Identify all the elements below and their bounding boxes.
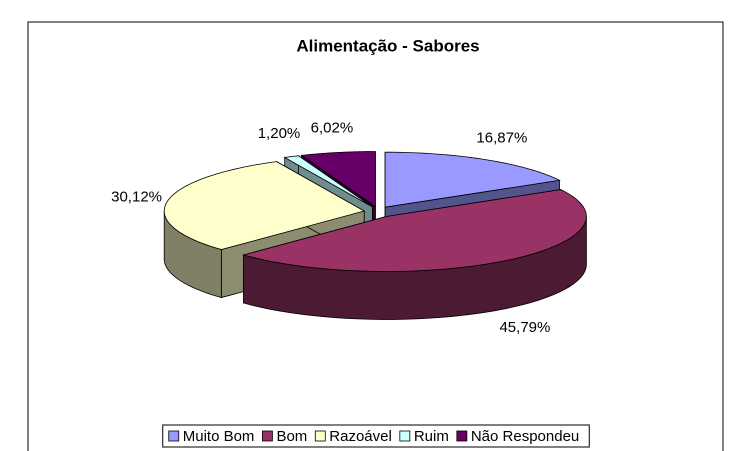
pie-slice xyxy=(300,151,376,208)
legend-label: Razoável xyxy=(329,428,392,445)
pie-slice xyxy=(163,161,366,250)
legend-label: Não Respondeu xyxy=(471,428,579,445)
pie-slice xyxy=(384,151,561,208)
pie-slice xyxy=(283,155,373,208)
data-label: 16,87% xyxy=(476,130,527,147)
data-label: 6,02% xyxy=(311,119,354,136)
legend: Muito Bom Bom Razoável Ruim Não Respondeu xyxy=(162,424,590,448)
legend-swatch xyxy=(314,430,326,442)
chart-title: Alimentação - Sabores xyxy=(296,36,479,55)
pie-slice xyxy=(242,189,587,272)
legend-box xyxy=(162,424,590,448)
legend-swatch xyxy=(168,430,180,442)
legend-label: Bom xyxy=(276,428,307,445)
legend-swatch xyxy=(399,430,411,442)
legend-swatch xyxy=(262,430,273,442)
legend-label: Muito Bom xyxy=(183,428,255,445)
data-label: 30,12% xyxy=(111,189,162,206)
data-label: 45,79% xyxy=(499,319,550,336)
legend-swatch xyxy=(456,430,468,442)
legend-label: Ruim xyxy=(414,428,449,445)
data-label: 1,20% xyxy=(258,125,301,142)
slice-group xyxy=(242,189,587,320)
